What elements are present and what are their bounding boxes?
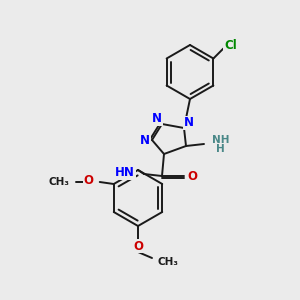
Text: HN: HN [115,167,135,179]
Text: O: O [84,175,94,188]
Text: Cl: Cl [224,39,237,52]
Text: N: N [152,112,162,125]
Text: CH₃: CH₃ [49,177,70,187]
Text: O: O [187,169,197,182]
Text: NH: NH [212,135,230,145]
Text: H: H [216,144,225,154]
Text: CH₃: CH₃ [158,257,179,267]
Text: N: N [184,116,194,130]
Text: O: O [133,239,143,253]
Text: N: N [140,134,150,146]
